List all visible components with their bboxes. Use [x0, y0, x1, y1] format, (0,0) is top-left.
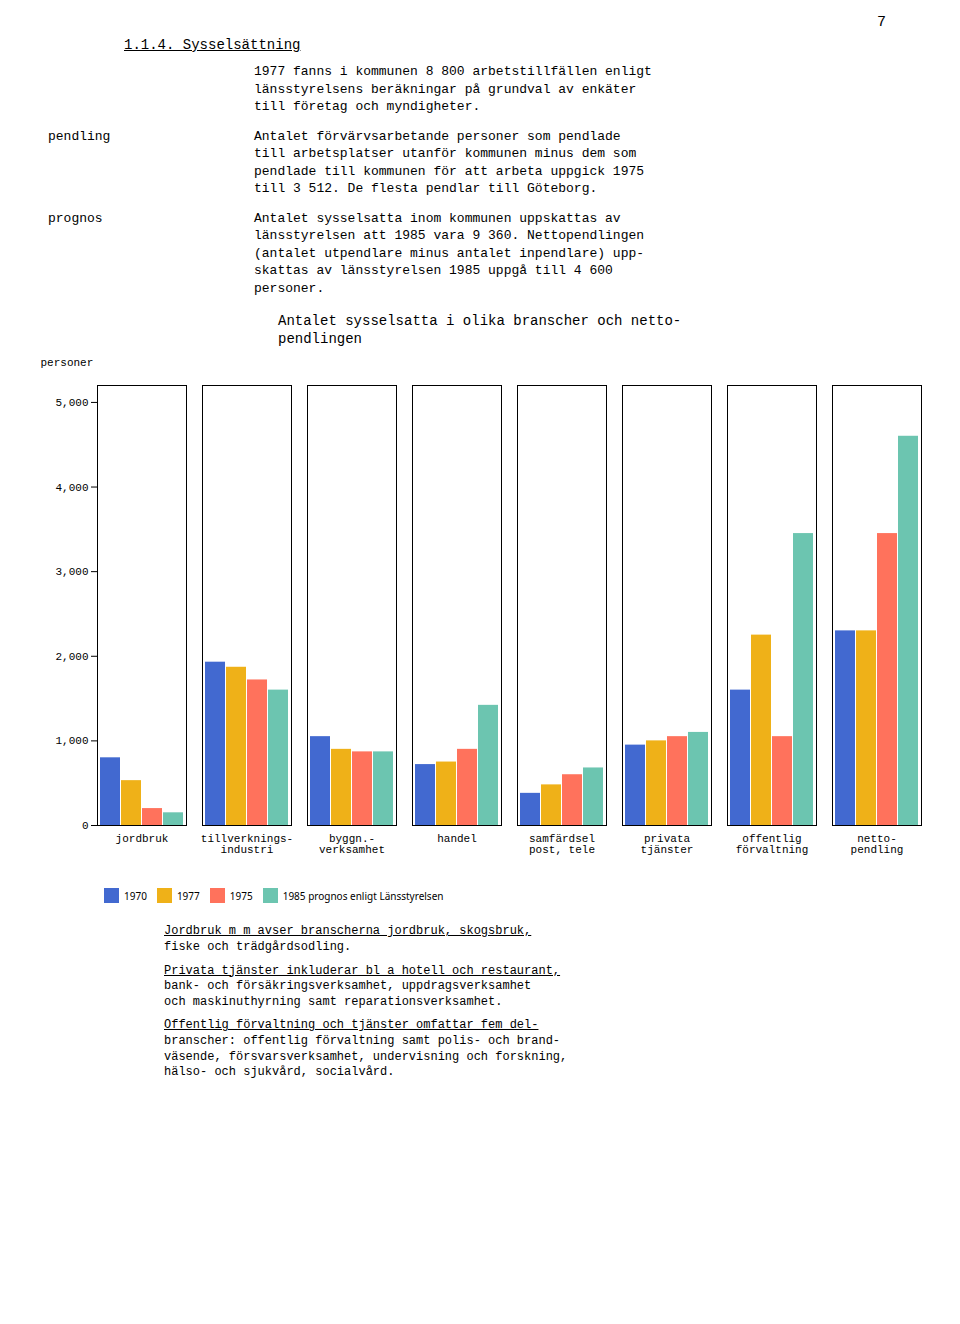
svg-text:2,000: 2,000	[55, 651, 88, 663]
svg-text:byggn.-verksamhet: byggn.-verksamhet	[319, 834, 385, 857]
svg-text:jordbruk: jordbruk	[116, 834, 169, 846]
svg-text:1,000: 1,000	[55, 736, 88, 748]
svg-text:handel: handel	[437, 834, 477, 846]
html-text:Antalet sysselsatta i olika br: Antalet sysselsatta i olika branscher oc…	[278, 312, 682, 348]
svg-text:netto-pendling: netto-pendling	[851, 834, 904, 857]
html-text:1975: 1975	[229, 888, 253, 903]
svg-text:3,000: 3,000	[55, 567, 88, 579]
html-text:Antalet förvärvsarbetande pers: Antalet förvärvsarbetande personer som p…	[254, 128, 645, 197]
html-text:1977: 1977	[176, 888, 200, 903]
svg-text:privatatjänster: privatatjänster	[641, 834, 694, 857]
svg-text:4,000: 4,000	[55, 482, 88, 494]
svg-text:personer: personer	[41, 358, 94, 370]
html-text:1970: 1970	[124, 888, 147, 903]
html-text:1977 fanns i kommunen 8 800 ar: 1977 fanns i kommunen 8 800 arbetstillfä…	[254, 64, 652, 115]
html-text:Jordbruk m m avser branscherna: Jordbruk m m avser branscherna jordbruk,…	[164, 924, 532, 954]
html-text:pendling: pendling	[48, 128, 111, 144]
html-text:7: 7	[877, 14, 886, 31]
svg-text:offentligförvaltning: offentligförvaltning	[736, 834, 809, 857]
html-text:Privata tjänster inkluderar bl: Privata tjänster inkluderar bl a hotell …	[164, 963, 561, 1009]
svg-text:5,000: 5,000	[55, 397, 88, 409]
svg-text:0: 0	[82, 820, 89, 832]
html-text:Antalet sysselsatta inom kommu: Antalet sysselsatta inom kommunen uppska…	[254, 210, 645, 296]
html-text:prognos: prognos	[48, 210, 103, 226]
html-text:1985 prognos enligt Länsstyrel: 1985 prognos enligt Länsstyrelsen	[282, 888, 444, 903]
html-text:1.1.4. Sysselsättning: 1.1.4. Sysselsättning	[124, 37, 301, 53]
html-text:Offentlig förvaltning och tjän: Offentlig förvaltning och tjänster omfat…	[164, 1018, 568, 1080]
svg-text:samfärdselpost, tele: samfärdselpost, tele	[529, 834, 595, 857]
svg-text:tillverknings-industri: tillverknings-industri	[201, 834, 293, 857]
